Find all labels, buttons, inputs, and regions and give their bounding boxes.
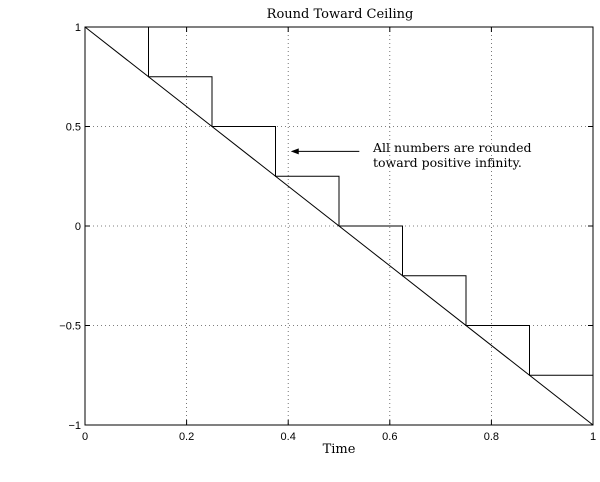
y-tick-label: 1 <box>75 22 81 34</box>
annotation: All numbers are rounded toward positive … <box>290 140 532 170</box>
y-tick-label: 0 <box>75 221 81 233</box>
x-tick-label: 0.6 <box>382 431 397 443</box>
grid-lines <box>85 27 593 425</box>
x-tick-label: 0 <box>82 431 88 443</box>
y-tick-label: 0.5 <box>66 122 81 134</box>
annotation-line-1: All numbers are rounded <box>372 140 532 155</box>
axis-ticks: 0 0.2 0.4 0.6 0.8 1 1 0.5 0 −0.5 −1 <box>59 22 596 443</box>
x-axis-label: Time <box>323 442 356 457</box>
series-line-staircase <box>148 27 594 376</box>
y-tick-label: −0.5 <box>59 321 81 333</box>
annotation-line-2: toward positive infinity. <box>373 155 522 170</box>
x-tick-label: 0.4 <box>281 431 296 443</box>
series <box>84 26 594 426</box>
y-tick-label: −1 <box>68 420 81 432</box>
annotation-arrow-head <box>290 148 299 155</box>
chart-title: Round Toward Ceiling <box>267 7 414 22</box>
x-tick-label: 0.8 <box>484 431 499 443</box>
x-tick-label: 0.2 <box>179 431 194 443</box>
x-tick-label: 1 <box>590 431 596 443</box>
